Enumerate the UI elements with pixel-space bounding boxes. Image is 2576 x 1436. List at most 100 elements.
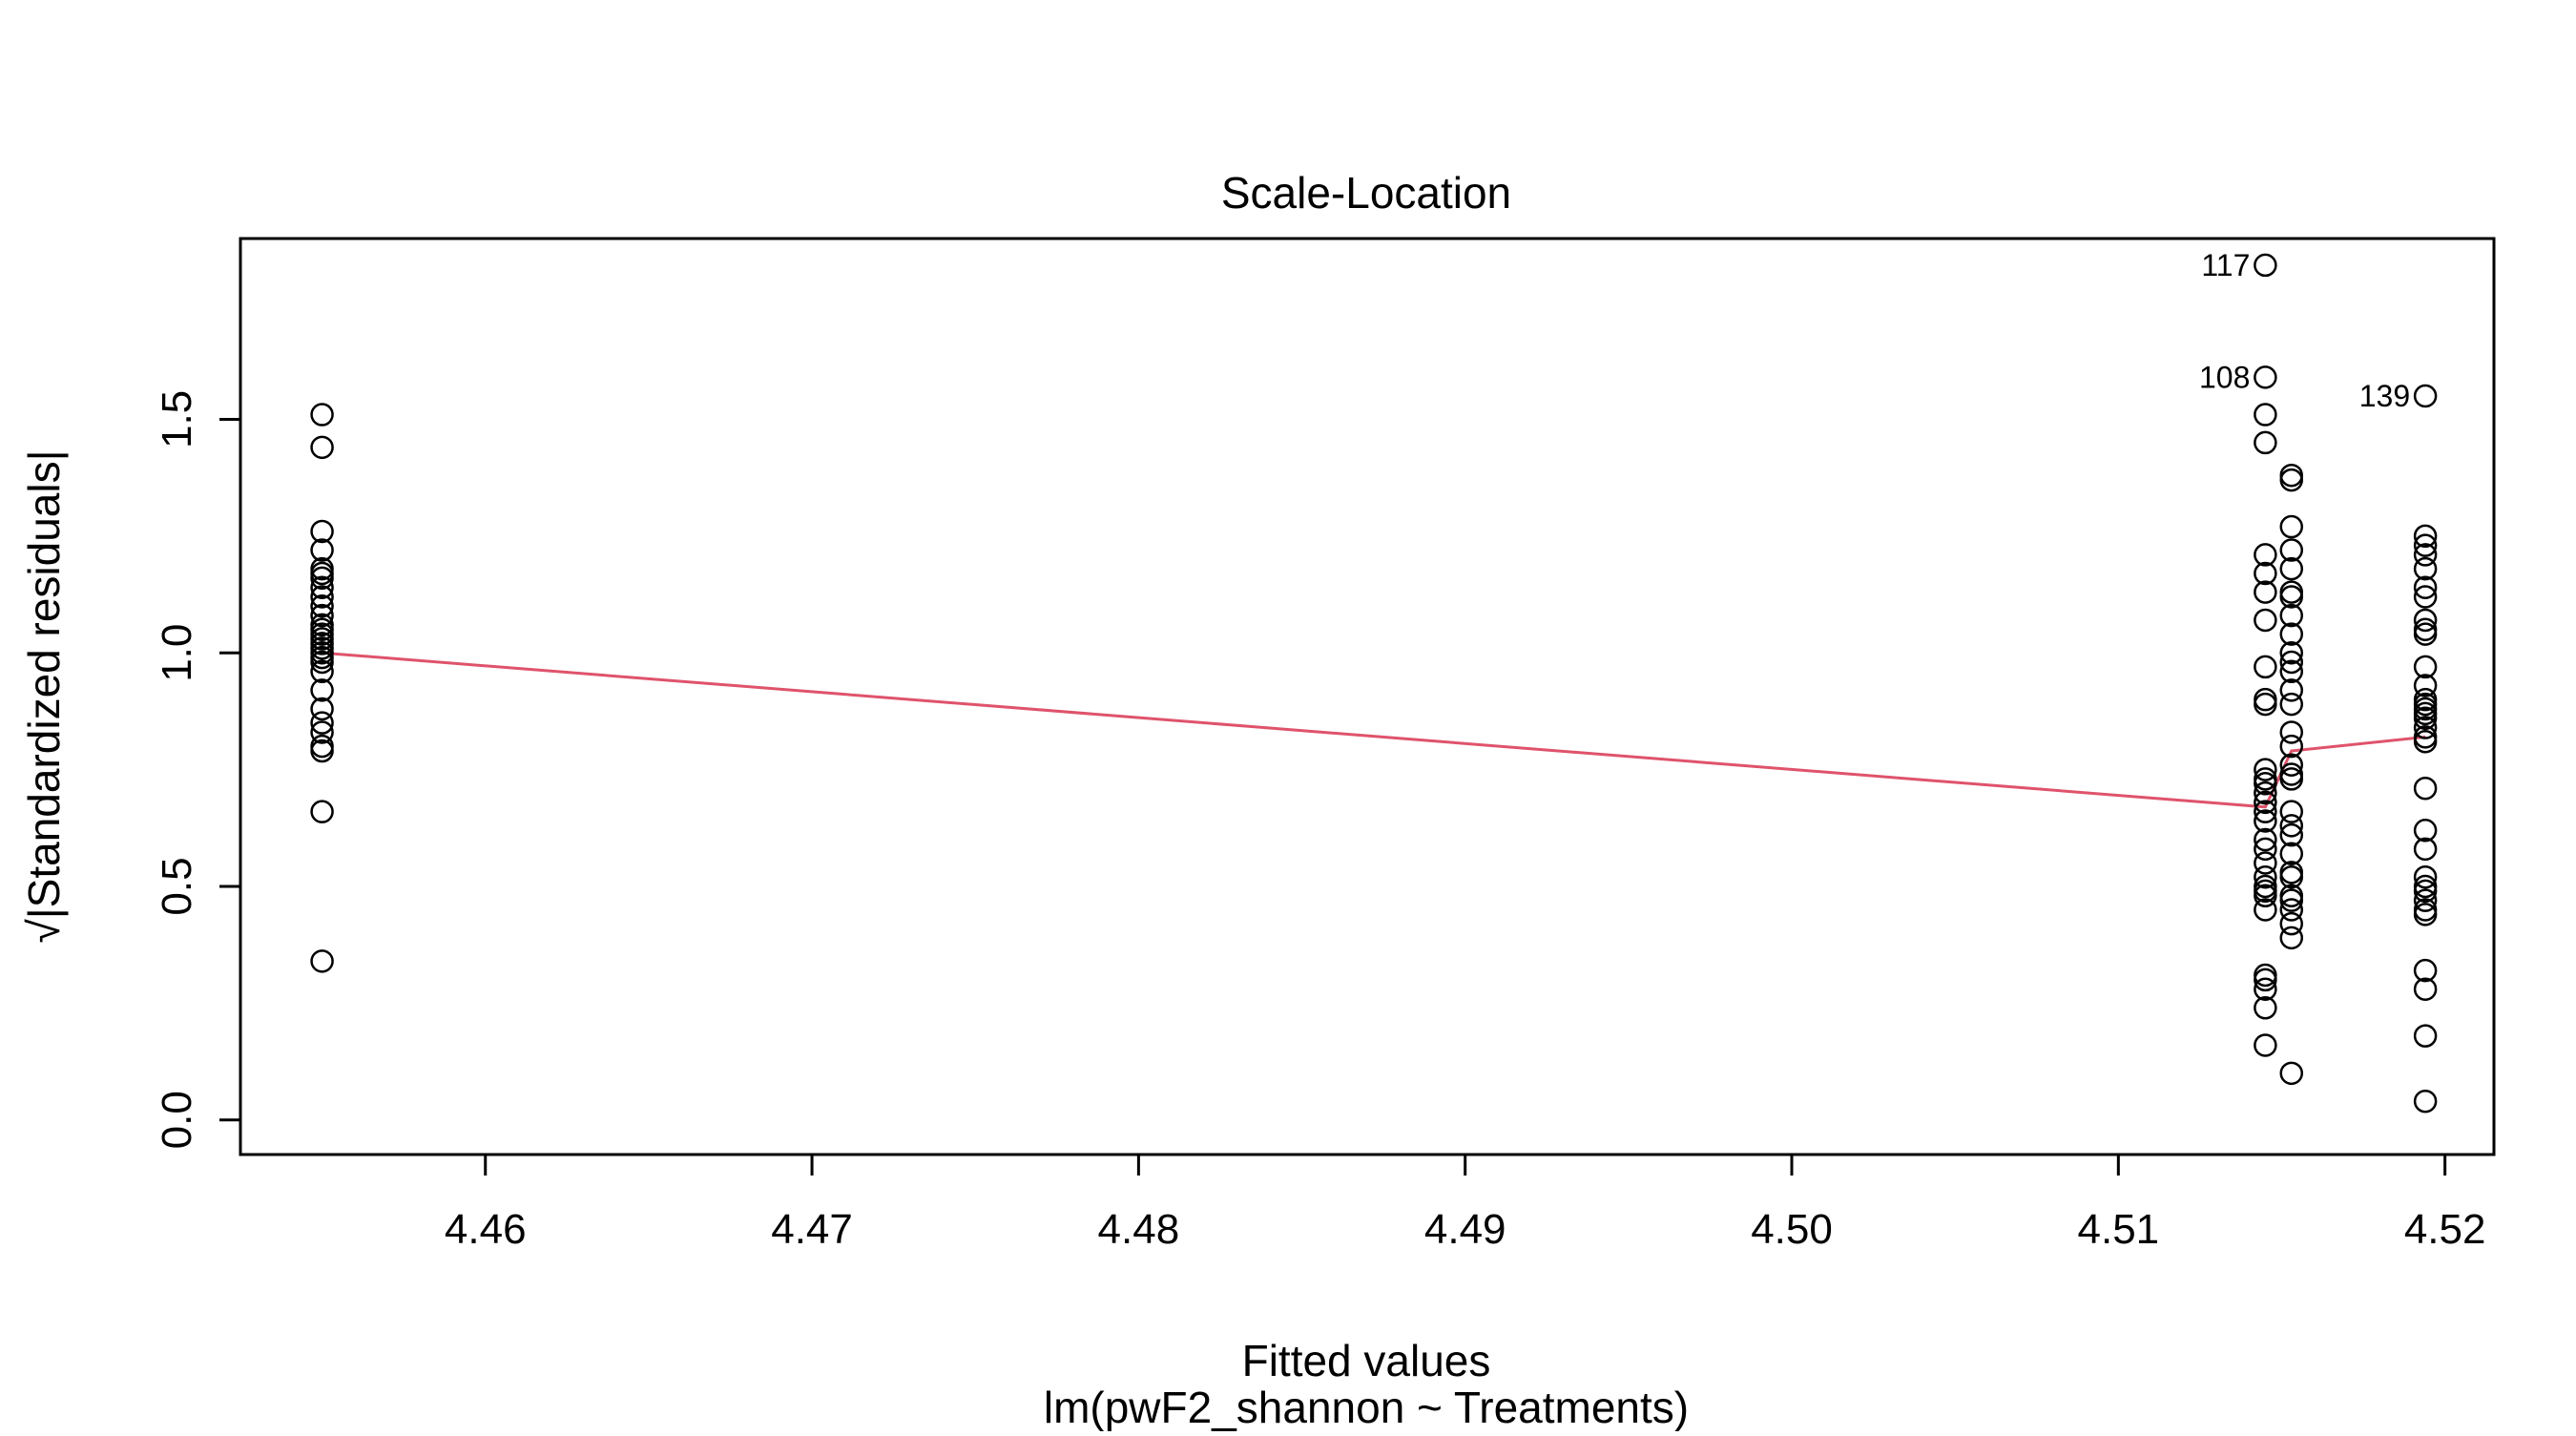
point-label: 108 <box>2199 360 2250 394</box>
data-point <box>310 585 334 609</box>
data-point <box>2413 888 2438 912</box>
data-point <box>2279 753 2304 777</box>
data-point <box>310 403 334 427</box>
data-point <box>2254 968 2277 992</box>
data-point <box>2254 580 2277 604</box>
data-point <box>2413 575 2438 599</box>
data-point <box>2279 888 2304 912</box>
data-point <box>2279 603 2304 628</box>
data-point <box>2413 879 2438 904</box>
data-point <box>2254 809 2277 833</box>
data-point <box>310 711 334 735</box>
data-point <box>2254 561 2277 586</box>
data-point <box>2254 758 2277 781</box>
data-point <box>2254 898 2277 922</box>
data-point <box>2279 926 2304 950</box>
data-point <box>2279 1061 2304 1086</box>
y-axis: 0.0 0.5 1.0 1.5 <box>154 390 242 1149</box>
data-point <box>2413 837 2438 862</box>
data-point <box>310 538 334 562</box>
y-tick-label: 1.5 <box>154 390 200 448</box>
data-point <box>310 435 334 460</box>
data-point <box>310 594 334 618</box>
data-point <box>2279 814 2304 838</box>
plot-frame <box>239 237 2496 1156</box>
data-point <box>2413 819 2438 843</box>
data-point <box>2413 903 2438 926</box>
data-point <box>310 519 334 544</box>
data-point <box>2279 734 2304 759</box>
data-point <box>2254 780 2277 805</box>
x-axis-title: Fitted values <box>1242 1336 1491 1385</box>
data-point <box>310 659 334 684</box>
data-point <box>310 650 334 675</box>
y-tick-label: 0.0 <box>154 1091 200 1149</box>
data-point <box>2254 365 2277 389</box>
data-point <box>2279 538 2304 562</box>
data-point <box>2254 1033 2277 1057</box>
data-point <box>2279 622 2304 646</box>
data-point <box>2254 851 2277 875</box>
data-point <box>2254 827 2277 852</box>
data-point <box>310 575 334 599</box>
data-point <box>2279 822 2304 847</box>
data-point <box>2279 468 2304 492</box>
data-point <box>2279 864 2304 889</box>
data-point <box>310 800 334 823</box>
chart-title: Scale-Location <box>1221 168 1511 218</box>
data-point <box>2413 622 2438 646</box>
data-point <box>2254 884 2277 908</box>
data-point <box>2254 687 2277 712</box>
data-point <box>310 739 334 763</box>
data-point <box>2254 253 2277 278</box>
data-point <box>2279 692 2304 717</box>
data-point <box>310 603 334 628</box>
data-point <box>2254 692 2277 717</box>
data-point <box>2279 640 2304 665</box>
data-point <box>2413 729 2438 754</box>
x-tick-label: 4.48 <box>1098 1206 1180 1253</box>
data-point <box>2254 543 2277 567</box>
data-point <box>2254 996 2277 1020</box>
data-point <box>2279 580 2304 604</box>
data-point <box>2254 430 2277 455</box>
data-point <box>2254 403 2277 427</box>
data-point <box>2413 706 2438 731</box>
data-point <box>2279 767 2304 791</box>
data-point <box>310 720 334 744</box>
data-point <box>2254 864 2277 889</box>
data-point <box>2413 864 2438 889</box>
smoother-line <box>322 651 2426 809</box>
data-point <box>2254 800 2277 823</box>
data-point <box>2279 650 2304 675</box>
points-group <box>310 253 2438 1113</box>
data-point <box>2413 655 2438 679</box>
point-label: 117 <box>2201 248 2250 282</box>
point-labels-group: 117 108 139 <box>2199 248 2410 413</box>
data-point <box>2279 898 2304 922</box>
y-tick-label: 1.0 <box>154 624 200 682</box>
data-point <box>2279 911 2304 936</box>
data-point <box>2413 977 2438 1001</box>
data-point <box>2254 837 2277 862</box>
y-tick-label: 0.5 <box>154 857 200 915</box>
x-tick-label: 4.52 <box>2404 1206 2486 1253</box>
y-axis-title: √|Standardized residuals| <box>19 449 69 943</box>
data-point <box>2413 533 2438 557</box>
data-point <box>2413 556 2438 581</box>
x-tick-label: 4.50 <box>1751 1206 1833 1253</box>
data-point <box>310 734 334 759</box>
data-point <box>2254 772 2277 796</box>
data-point <box>2413 776 2438 801</box>
data-point <box>2279 659 2304 684</box>
data-point <box>2254 655 2277 679</box>
data-point <box>2413 524 2438 549</box>
data-point <box>2279 463 2304 488</box>
x-axis: 4.46 4.47 4.48 4.49 4.50 4.51 4.52 <box>445 1153 2486 1253</box>
x-tick-label: 4.47 <box>771 1206 853 1253</box>
data-point <box>2413 674 2438 697</box>
data-point <box>2279 720 2304 744</box>
data-point <box>310 566 334 591</box>
